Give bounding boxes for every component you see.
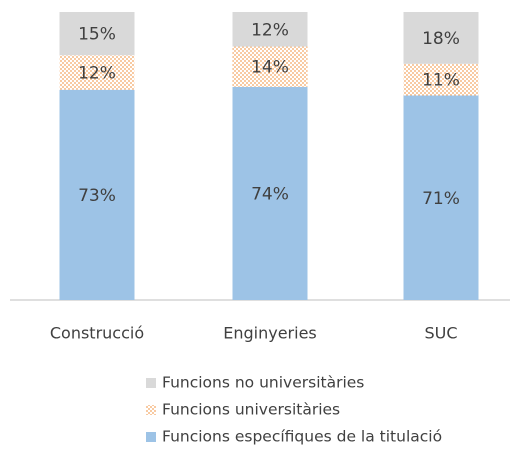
- bar-segment: [403, 12, 479, 64]
- bar-segment: [59, 89, 135, 300]
- bar-segment: [232, 86, 308, 300]
- legend-swatch: [146, 432, 156, 442]
- data-label: 11%: [422, 71, 460, 91]
- bar-segment: [59, 12, 135, 56]
- legend-label: Funcions específiques de la titulació: [162, 428, 442, 446]
- x-tick-label: Enginyeries: [223, 324, 317, 343]
- bar-segment: [403, 95, 479, 301]
- data-label: 71%: [422, 189, 460, 209]
- x-tick-label: SUC: [424, 324, 457, 343]
- data-label: 74%: [251, 184, 289, 204]
- legend-label: Funcions no universitàries: [162, 374, 364, 392]
- data-label: 12%: [251, 20, 289, 40]
- data-label: 73%: [78, 186, 116, 206]
- legend-swatch: [146, 378, 156, 388]
- data-label: 15%: [78, 25, 116, 45]
- data-label: 14%: [251, 58, 289, 78]
- data-label: 18%: [422, 29, 460, 49]
- bar-segment: [232, 46, 308, 87]
- data-label: 12%: [78, 63, 116, 83]
- bar-segment: [403, 63, 479, 96]
- legend-swatch: [146, 405, 156, 415]
- bar-segment: [232, 12, 308, 47]
- bar-segment: [59, 55, 135, 90]
- legend-label: Funcions universitàries: [162, 401, 340, 419]
- x-tick-label: Construcció: [50, 324, 144, 343]
